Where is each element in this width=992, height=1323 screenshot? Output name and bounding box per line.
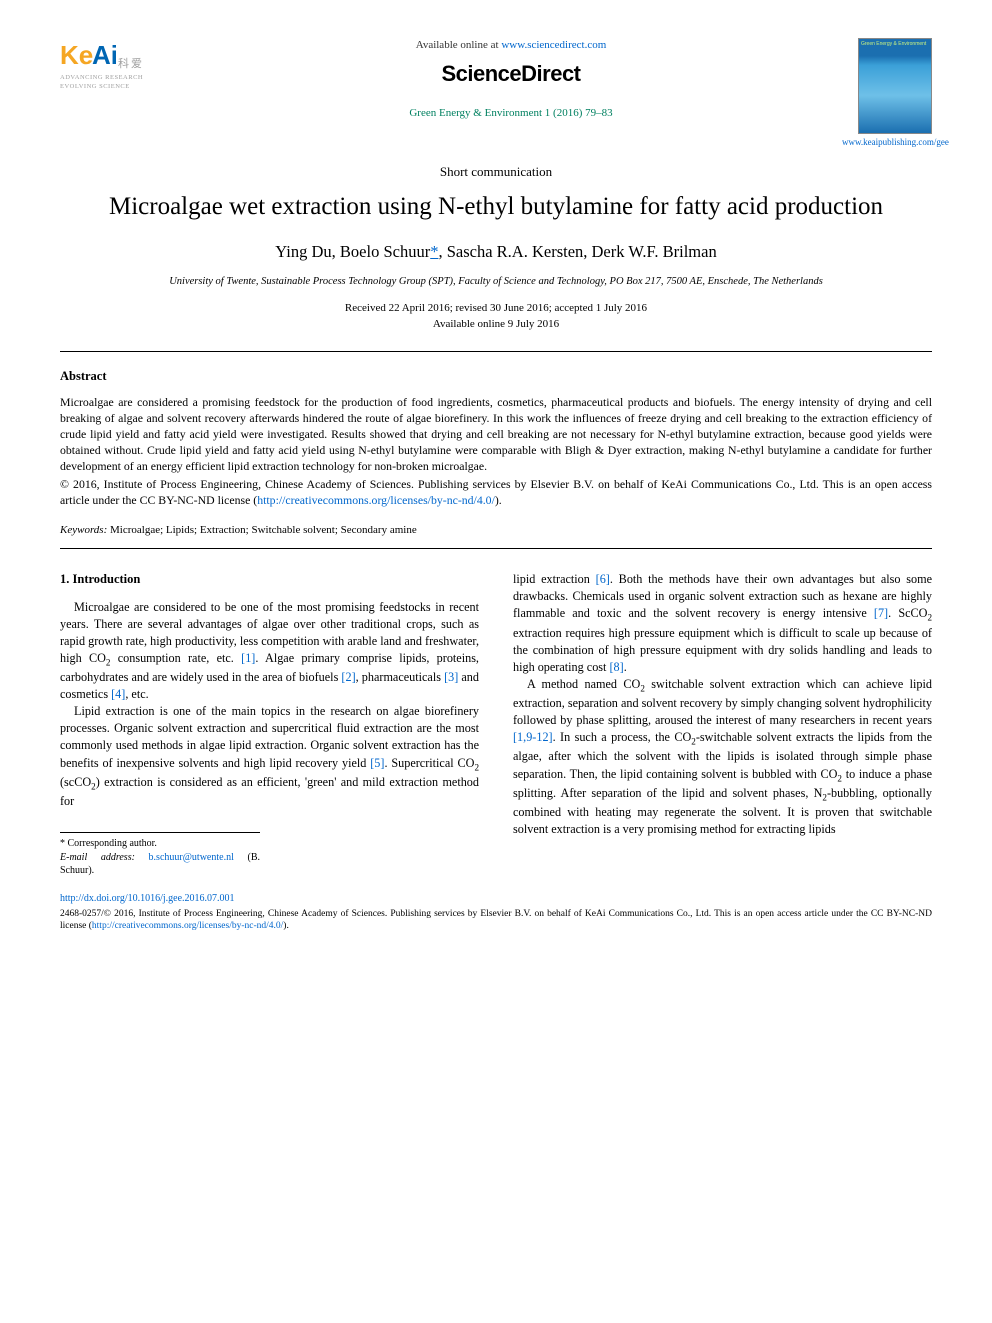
email-line: E-mail address: b.schuur@utwente.nl (B. …	[60, 851, 260, 878]
bottom-close: ).	[283, 921, 289, 931]
rp2c: . In such a process, the CO	[553, 730, 692, 744]
page-container: Ke Ai 科爱 ADVANCING RESEARCH EVOLVING SCI…	[0, 0, 992, 963]
cover-col: Green Energy & Environment www.keaipubli…	[842, 38, 932, 149]
bottom-copyright: 2468-0257/© 2016, Institute of Process E…	[60, 908, 932, 934]
center-header: Available online at www.sciencedirect.co…	[180, 38, 842, 122]
rp2a: A method named CO	[527, 677, 640, 691]
rp1e: .	[624, 660, 627, 674]
rule-bottom	[60, 548, 932, 549]
abstract-block: Abstract Microalgae are considered a pro…	[60, 368, 932, 509]
abstract-copyright: © 2016, Institute of Process Engineering…	[60, 477, 932, 509]
copyright-close: ).	[495, 493, 502, 507]
authors-post: , Sascha R.A. Kersten, Derk W.F. Brilman	[438, 242, 716, 261]
lp2c: (scCO	[60, 775, 91, 789]
ref-2[interactable]: [2]	[341, 670, 355, 684]
article-title: Microalgae wet extraction using N-ethyl …	[60, 191, 932, 222]
cover-link-wrap: www.keaipublishing.com/gee	[842, 136, 932, 149]
keai-tagline2: EVOLVING SCIENCE	[60, 83, 130, 90]
svg-text:Ke: Ke	[60, 40, 93, 70]
left-column: 1. Introduction Microalgae are considere…	[60, 571, 479, 877]
sciencedirect-url[interactable]: www.sciencedirect.com	[501, 39, 606, 51]
left-para-2: Lipid extraction is one of the main topi…	[60, 703, 479, 810]
ref-1[interactable]: [1]	[241, 651, 255, 665]
rule-top	[60, 351, 932, 352]
keywords-text: Microalgae; Lipids; Extraction; Switchab…	[107, 524, 416, 536]
keai-tagline1: ADVANCING RESEARCH	[60, 74, 143, 81]
abstract-heading: Abstract	[60, 368, 932, 386]
rp1a: lipid extraction	[513, 572, 596, 586]
dates-line1: Received 22 April 2016; revised 30 June …	[60, 300, 932, 317]
ref-5[interactable]: [5]	[370, 756, 384, 770]
right-column: lipid extraction [6]. Both the methods h…	[513, 571, 932, 877]
email-label: E-mail address:	[60, 852, 135, 863]
article-type: Short communication	[60, 163, 932, 181]
available-text: Available online at	[416, 39, 502, 51]
article-dates: Received 22 April 2016; revised 30 June …	[60, 300, 932, 333]
header-row: Ke Ai 科爱 ADVANCING RESEARCH EVOLVING SCI…	[60, 38, 932, 149]
right-para-1: lipid extraction [6]. Both the methods h…	[513, 571, 932, 676]
rp1s: 2	[927, 613, 932, 623]
authors: Ying Du, Boelo Schuur*, Sascha R.A. Kers…	[60, 240, 932, 263]
cover-link[interactable]: www.keaipublishing.com/gee	[842, 137, 949, 147]
lp1f: , etc.	[125, 687, 148, 701]
cc-license-link[interactable]: http://creativecommons.org/licenses/by-n…	[257, 493, 495, 507]
keai-logo: Ke Ai 科爱 ADVANCING RESEARCH EVOLVING SCI…	[60, 38, 180, 90]
keai-logo-svg: Ke Ai	[60, 38, 116, 72]
ref-7[interactable]: [7]	[874, 606, 888, 620]
footnote-block: * Corresponding author. E-mail address: …	[60, 832, 260, 878]
lp2b: . Supercritical CO	[384, 756, 474, 770]
journal-ref-link[interactable]: Green Energy & Environment 1 (2016) 79–8…	[409, 107, 612, 119]
doi-line: http://dx.doi.org/10.1016/j.gee.2016.07.…	[60, 892, 932, 906]
svg-text:Ai: Ai	[92, 40, 116, 70]
affiliation: University of Twente, Sustainable Proces…	[60, 275, 932, 290]
keywords: Keywords: Microalgae; Lipids; Extraction…	[60, 523, 932, 538]
ref-8[interactable]: [8]	[609, 660, 623, 674]
journal-ref: Green Energy & Environment 1 (2016) 79–8…	[180, 106, 842, 121]
ref-4[interactable]: [4]	[111, 687, 125, 701]
left-para-1: Microalgae are considered to be one of t…	[60, 599, 479, 704]
dates-line2: Available online 9 July 2016	[60, 316, 932, 333]
corr-author-note: * Corresponding author.	[60, 837, 260, 851]
journal-cover-thumb: Green Energy & Environment	[858, 38, 932, 134]
cover-title: Green Energy & Environment	[861, 41, 929, 48]
lp2s1: 2	[474, 762, 479, 772]
body-columns: 1. Introduction Microalgae are considere…	[60, 571, 932, 877]
corr-email[interactable]: b.schuur@utwente.nl	[135, 852, 234, 863]
sciencedirect-logo: ScienceDirect	[180, 59, 842, 90]
keai-mark: Ke Ai 科爱	[60, 38, 144, 72]
keai-cn: 科爱	[118, 57, 144, 72]
keywords-label: Keywords:	[60, 524, 107, 536]
section-1-heading: 1. Introduction	[60, 571, 479, 589]
rp1d: extraction requires high pressure equipm…	[513, 626, 932, 674]
available-online: Available online at www.sciencedirect.co…	[180, 38, 842, 53]
ref-6[interactable]: [6]	[596, 572, 610, 586]
lp1b: consumption rate, etc.	[110, 651, 241, 665]
lp1d: , pharmaceuticals	[356, 670, 444, 684]
rp1c: . ScCO	[888, 606, 927, 620]
doi-link[interactable]: http://dx.doi.org/10.1016/j.gee.2016.07.…	[60, 893, 235, 904]
ref-3[interactable]: [3]	[444, 670, 458, 684]
authors-pre: Ying Du, Boelo Schuur	[275, 242, 430, 261]
lp2d: ) extraction is considered as an efficie…	[60, 775, 479, 808]
abstract-text: Microalgae are considered a promising fe…	[60, 395, 932, 475]
right-para-2: A method named CO2 switchable solvent ex…	[513, 676, 932, 838]
cc-link-bottom[interactable]: http://creativecommons.org/licenses/by-n…	[92, 921, 283, 931]
ref-9-12[interactable]: [1,9-12]	[513, 730, 553, 744]
